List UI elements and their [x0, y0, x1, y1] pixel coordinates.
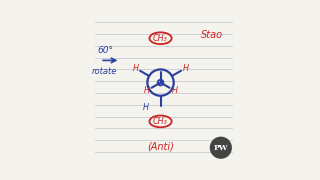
- Text: H: H: [143, 103, 149, 112]
- Text: PW: PW: [213, 144, 228, 152]
- Text: (Anti): (Anti): [147, 141, 174, 151]
- Text: 60°: 60°: [98, 46, 114, 55]
- Text: CH₃: CH₃: [153, 34, 168, 43]
- Text: H: H: [144, 86, 150, 95]
- Text: rotate: rotate: [92, 67, 117, 76]
- Text: H: H: [132, 64, 138, 73]
- Text: CH₃: CH₃: [153, 117, 168, 126]
- Text: H: H: [183, 64, 189, 73]
- Text: Stao: Stao: [201, 30, 224, 40]
- Text: H: H: [171, 86, 177, 95]
- Circle shape: [158, 80, 163, 85]
- Circle shape: [211, 137, 231, 158]
